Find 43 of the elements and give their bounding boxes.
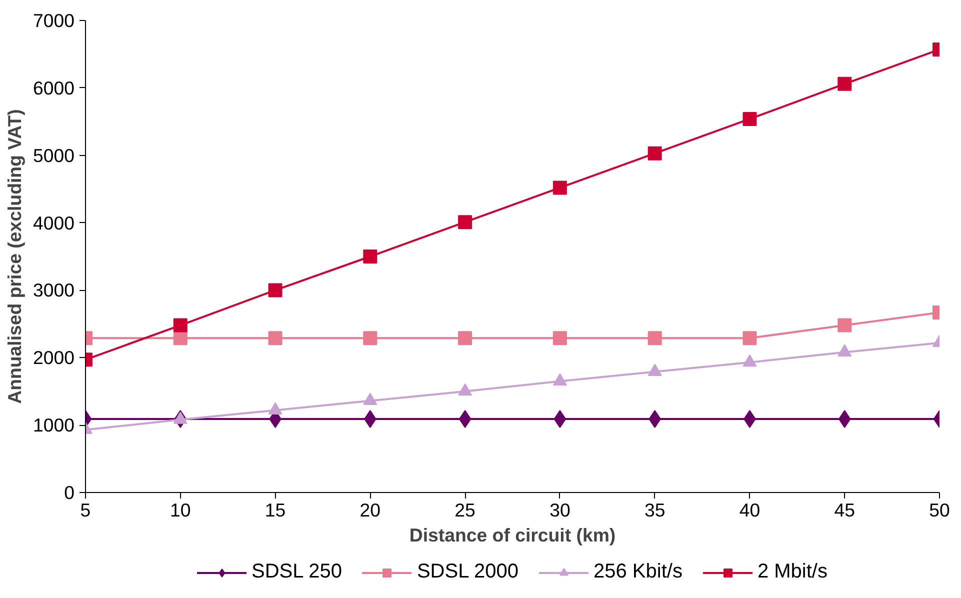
legend-label: 2 Mbit/s (757, 560, 828, 584)
point (268, 283, 282, 298)
legend-label: SDSL 2000 (416, 560, 519, 584)
point (554, 410, 566, 428)
x-tick-label: 5 (80, 500, 91, 520)
y-tick-label: 6000 (32, 77, 75, 98)
x-tick-label: 15 (264, 500, 286, 520)
legend-label: SDSL 250 (252, 560, 342, 584)
y-tick-label: 3000 (32, 280, 75, 301)
x-tick-label: 40 (739, 500, 760, 520)
y-tick-label: 1000 (32, 414, 75, 436)
point (173, 318, 188, 332)
point (648, 331, 662, 346)
point (458, 215, 472, 230)
point (838, 318, 852, 332)
y-tick-label: 2000 (32, 347, 75, 368)
point (363, 250, 378, 264)
y-tick-label: 4000 (32, 212, 75, 234)
x-axis-title: Distance of circuit (km) (409, 524, 616, 546)
x-tick-label: 10 (170, 500, 191, 520)
point (552, 331, 567, 346)
point (838, 410, 851, 428)
point (458, 331, 472, 346)
y-tick-label: 0 (64, 482, 75, 503)
point (838, 76, 852, 91)
x-tick-label: 20 (360, 500, 381, 520)
y-tick-label: 7000 (32, 10, 75, 31)
point (458, 410, 472, 428)
point (173, 331, 188, 346)
legend-label: 256 Kbit/s (594, 560, 682, 584)
x-tick-label: 25 (454, 500, 476, 520)
y-axis-title: Annualised price (excluding VAT) (4, 109, 25, 404)
x-tick-label: 35 (644, 500, 666, 520)
x-tick-label: 45 (834, 500, 855, 520)
point (363, 331, 378, 346)
point (742, 331, 757, 346)
y-tick-label: 5000 (32, 144, 75, 166)
point (742, 112, 757, 126)
point (268, 331, 282, 346)
point (648, 146, 662, 160)
x-tick-label: 50 (929, 500, 950, 520)
point (552, 180, 567, 195)
x-tick-label: 30 (550, 500, 570, 520)
